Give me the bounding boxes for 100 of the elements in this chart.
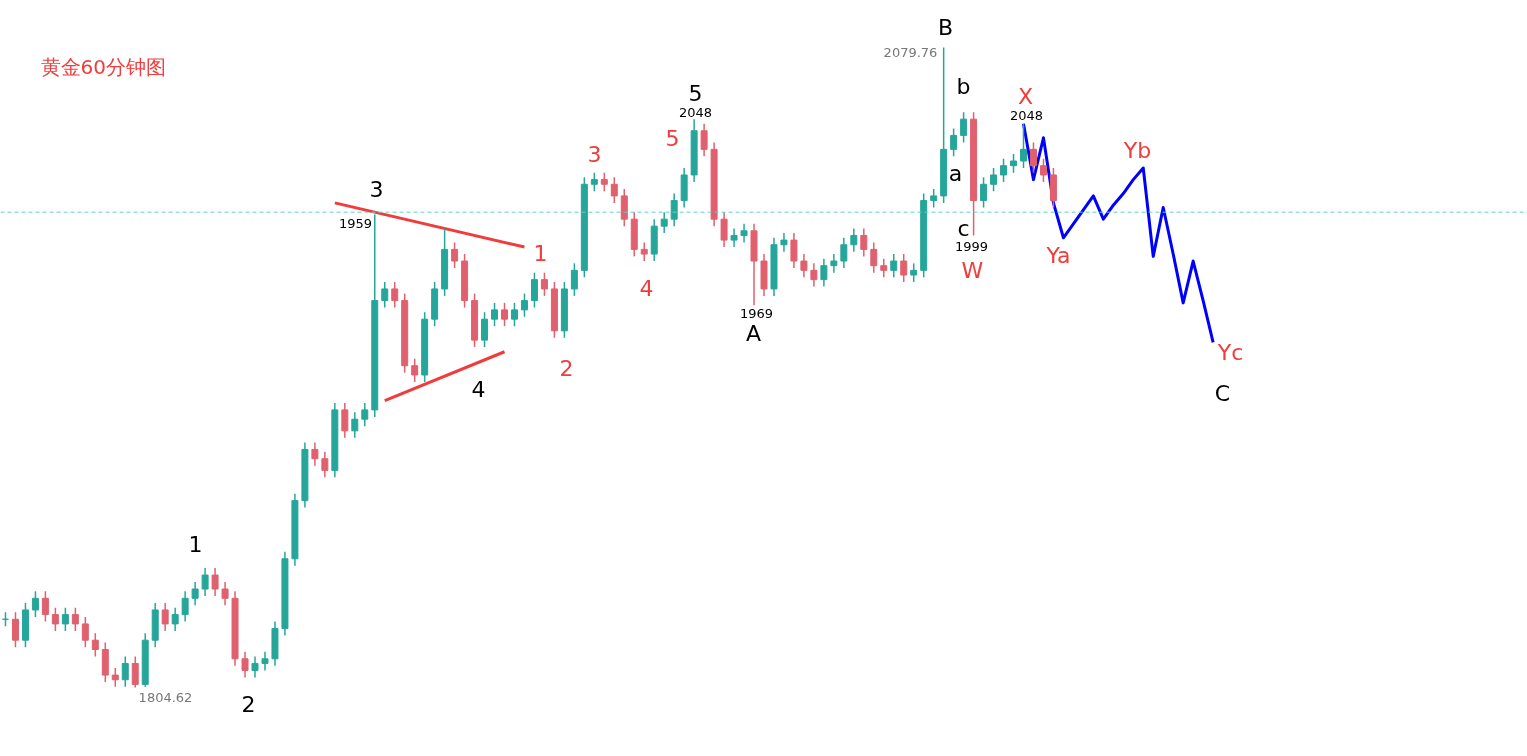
candlestick: [211, 567, 219, 597]
candlestick: [960, 111, 968, 144]
candlestick: [41, 590, 49, 623]
candlestick: [71, 606, 79, 632]
candlestick: [820, 257, 828, 288]
candlestick: [491, 302, 499, 327]
candlestick: [1029, 141, 1037, 174]
candlestick: [111, 667, 119, 688]
candlestick: [620, 188, 628, 227]
candlestick: [321, 451, 329, 479]
candlestick: [880, 257, 888, 279]
candlestick: [1010, 153, 1017, 174]
candlestick: [590, 171, 598, 192]
candlestick: [91, 632, 99, 658]
annotation: C: [1214, 381, 1231, 406]
candlestick: [870, 241, 878, 274]
candlestick: [381, 281, 389, 309]
annotation: 1999: [954, 239, 989, 254]
annotation: a: [948, 161, 963, 186]
candlestick: [840, 237, 848, 269]
candlestick: [1039, 157, 1047, 183]
candlestick: [830, 253, 838, 274]
candlestick: [670, 192, 678, 227]
candlestick: [980, 176, 988, 209]
candlestick: [1020, 123, 1027, 169]
annotation: Yb: [1122, 138, 1152, 163]
candlestick: [860, 227, 868, 258]
candlestick: [11, 611, 19, 648]
candlestick: [181, 590, 189, 623]
annotation: 2048: [1009, 108, 1044, 123]
candlestick: [800, 253, 808, 279]
annotation: 2: [241, 691, 256, 717]
candlestick: [201, 567, 209, 597]
candlestick: [191, 581, 199, 607]
annotation: W: [961, 258, 984, 283]
candlestick: [411, 357, 419, 383]
candlestick: [121, 655, 129, 688]
annotation: B: [937, 15, 954, 40]
annotation: 4: [639, 275, 654, 301]
candlestick: [570, 262, 578, 297]
candlestick: [1000, 157, 1008, 183]
candlestick: [740, 223, 748, 244]
candlestick: [351, 411, 359, 439]
candlestick: [251, 655, 259, 679]
candlestick: [31, 590, 39, 618]
candlestick: [501, 302, 508, 327]
candlestick: [540, 271, 548, 297]
candlestick: [660, 211, 668, 234]
annotation: 2079.76: [883, 45, 938, 60]
candlestick: [600, 171, 608, 192]
candlestick: [481, 311, 489, 348]
text: 黄金60分钟图: [40, 54, 166, 79]
candlestick: [890, 253, 898, 279]
candlestick: [61, 606, 69, 632]
candlestick: [700, 123, 708, 158]
candlestick: [311, 441, 319, 467]
candlestick: [341, 402, 349, 439]
annotation: 1959: [338, 216, 373, 231]
candlestick: [900, 253, 908, 283]
annotation: 1: [533, 240, 548, 266]
candlestick: [241, 651, 249, 679]
annotation: Ya: [1045, 243, 1071, 268]
annotation: b: [956, 74, 971, 99]
annotation: 3: [587, 141, 602, 167]
candlestick: [511, 302, 518, 327]
candlestick: [930, 188, 938, 209]
candlestick: [361, 402, 369, 427]
annotation: 4: [471, 376, 486, 402]
candlestick: [451, 241, 459, 269]
annotation: X: [1017, 84, 1034, 109]
annotation: 3: [369, 176, 384, 202]
candlestick: [780, 232, 788, 253]
candlestick: [990, 167, 998, 192]
candlestick: [161, 602, 169, 632]
candlestick: [391, 281, 399, 309]
candlestick: [610, 176, 618, 204]
candlestick: [520, 292, 528, 318]
candlestick: [51, 606, 59, 632]
annotation: Yc: [1216, 340, 1244, 365]
annotation: 2: [559, 355, 574, 381]
annotation: 5: [665, 125, 680, 151]
annotation: 1: [188, 531, 203, 557]
candlestick: [131, 655, 139, 689]
candlestick: [221, 581, 229, 607]
candlestick: [530, 271, 538, 309]
candlestick: [261, 651, 269, 672]
candlestick: [910, 262, 918, 283]
annotation: A: [745, 321, 762, 346]
candlestick: [171, 606, 179, 632]
candlestick: [950, 127, 958, 158]
candlestick: [790, 232, 798, 269]
candlestick: [850, 227, 858, 253]
annotation: 2048: [678, 105, 713, 120]
annotation: c: [957, 216, 970, 241]
annotation: 1969: [739, 306, 774, 321]
annotation: 5: [688, 80, 703, 106]
candlestick: [640, 241, 648, 262]
candlestick: [81, 616, 89, 648]
candlestick: [730, 227, 738, 248]
candlestick: [810, 262, 818, 288]
